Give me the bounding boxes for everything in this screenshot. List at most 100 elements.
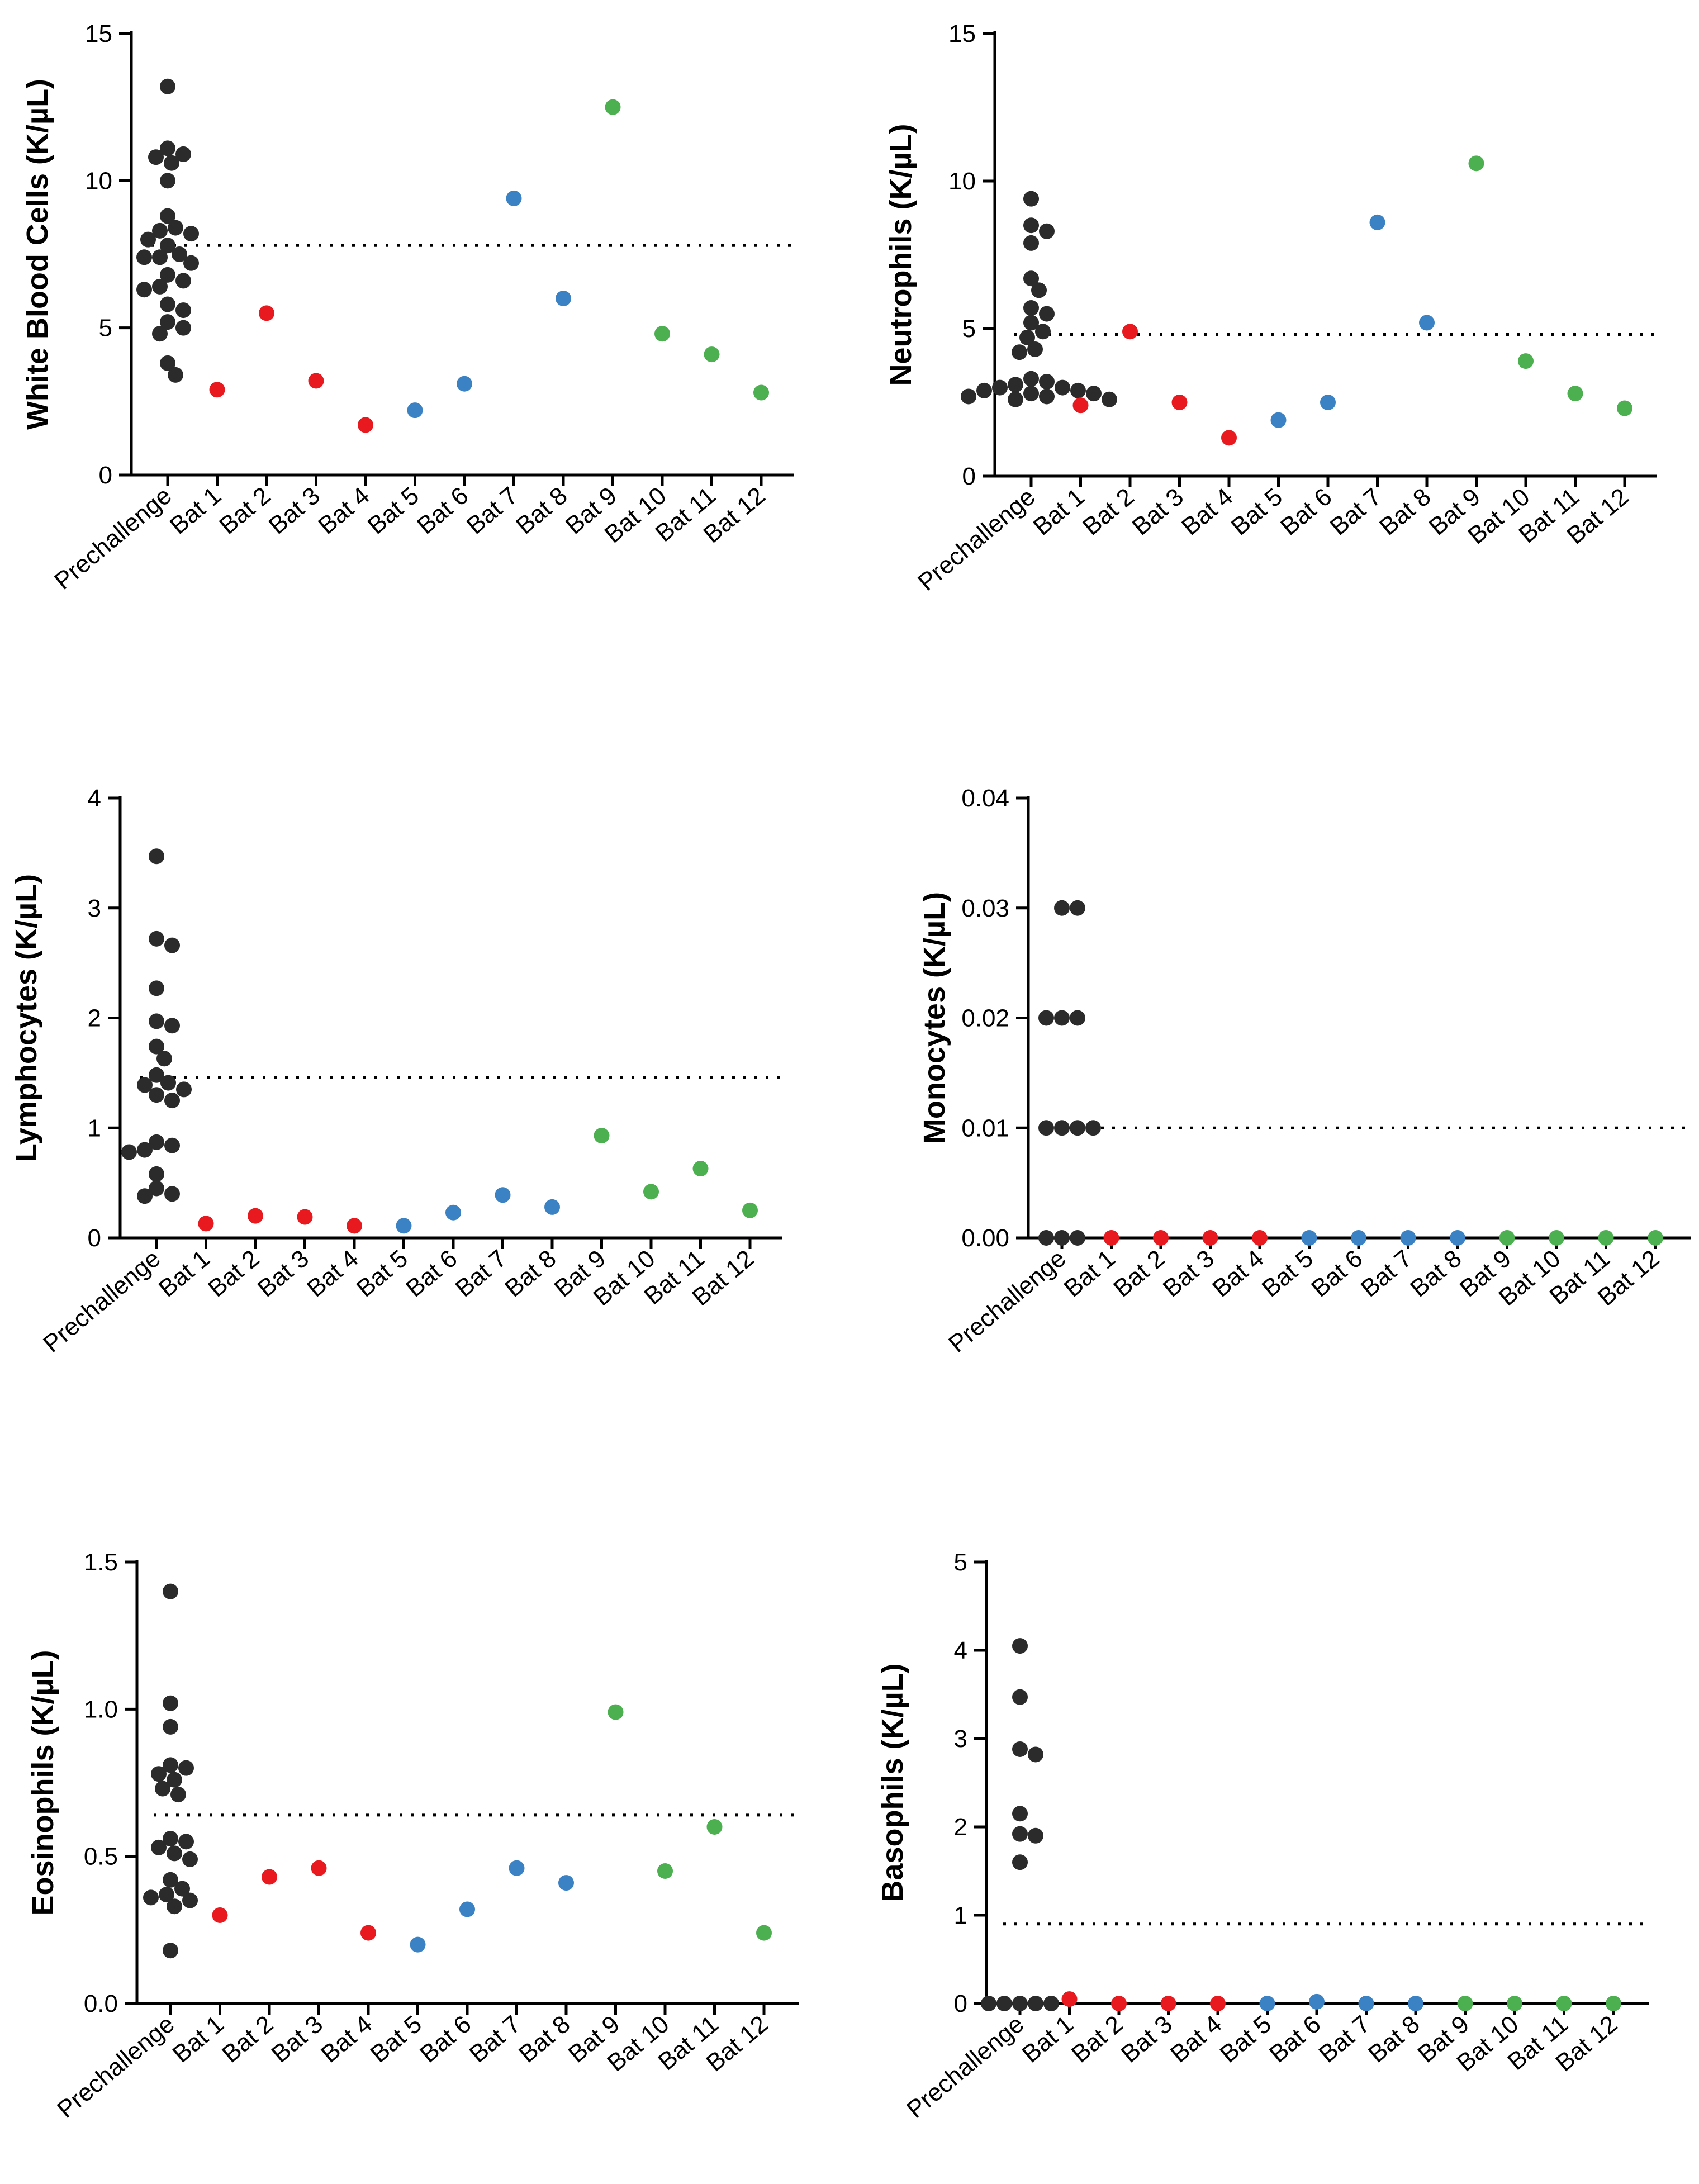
lymphocytes-bat-3-point	[297, 1209, 313, 1225]
eosinophils-prechallenge-point	[167, 1898, 182, 1915]
eosinophils-prechallenge-point	[182, 1892, 198, 1908]
neutrophils-category-label: Bat 1	[1028, 483, 1090, 541]
white-blood-cells-category-label: Bat 5	[363, 482, 424, 540]
neutrophils-bat-8-point	[1419, 315, 1435, 331]
basophils-prechallenge-point	[1012, 1996, 1028, 2011]
lymphocytes-prechallenge-point	[149, 1067, 164, 1083]
basophils-bat-3-point	[1160, 1996, 1176, 2011]
monocytes-category-label: Bat 4	[1207, 1245, 1269, 1303]
neutrophils-bat-3-point	[1171, 395, 1188, 410]
eosinophils-bat-6-point	[459, 1901, 475, 1917]
lymphocytes-bat-11-point	[692, 1161, 709, 1177]
lymphocytes-prechallenge-point	[160, 1075, 176, 1091]
eosinophils-prechallenge-point	[163, 1695, 178, 1711]
eosinophils-prechallenge-point	[170, 1787, 186, 1803]
lymphocytes-category-label: Bat 6	[401, 1245, 462, 1303]
eosinophils-category-label: Bat 2	[217, 2010, 278, 2068]
neutrophils-bat-12-point	[1617, 400, 1632, 416]
basophils-bat-1-point	[1061, 1991, 1078, 2007]
white-blood-cells-prechallenge-point	[160, 238, 175, 254]
basophils-y-tick-label: 2	[954, 1813, 967, 1841]
lymphocytes-category-label: Bat 1	[154, 1245, 215, 1303]
white-blood-cells-y-axis-title: White Blood Cells (K/µL)	[21, 79, 54, 430]
neutrophils-category-label: Bat 5	[1226, 483, 1288, 541]
monocytes-prechallenge-point	[1070, 1230, 1085, 1246]
lymphocytes-category-label: Bat 3	[253, 1245, 314, 1303]
eosinophils-bat-7-point	[509, 1860, 525, 1876]
monocytes-prechallenge-point	[1070, 1010, 1085, 1026]
neutrophils-prechallenge-point	[1070, 382, 1086, 398]
lymphocytes-prechallenge-point	[164, 1186, 180, 1202]
white-blood-cells-prechallenge-point	[160, 296, 175, 312]
lymphocytes-bat-5-point	[396, 1218, 412, 1234]
monocytes-y-tick-label: 0.00	[961, 1224, 1009, 1252]
white-blood-cells-prechallenge-point	[183, 226, 199, 242]
basophils-prechallenge-point	[981, 1996, 996, 2011]
eosinophils-prechallenge-point	[163, 1718, 178, 1735]
basophils-bat-11-point	[1556, 1996, 1572, 2011]
monocytes-bat-5-point	[1301, 1230, 1317, 1246]
lymphocytes-category-label: Bat 7	[450, 1245, 512, 1303]
monocytes-category-label: Bat 8	[1405, 1245, 1467, 1303]
monocytes-bat-10-point	[1549, 1230, 1564, 1246]
basophils-category-label: Bat 4	[1165, 2010, 1227, 2068]
basophils-bat-7-point	[1358, 1996, 1374, 2011]
basophils-prechallenge-point	[1012, 1741, 1028, 1757]
neutrophils-bat-6-point	[1320, 395, 1336, 410]
basophils-y-tick-label: 1	[954, 1902, 967, 1929]
monocytes-category-label: Bat 6	[1306, 1245, 1368, 1303]
white-blood-cells-bat-2-point	[259, 305, 274, 321]
eosinophils-y-tick-label: 1.0	[84, 1696, 118, 1723]
lymphocytes-prechallenge-point	[149, 930, 164, 947]
lymphocytes-category-label: Bat 4	[302, 1245, 363, 1303]
eosinophils-prechallenge-point	[151, 1766, 167, 1782]
basophils-category-label: Bat 7	[1314, 2010, 1375, 2068]
eosinophils-category-label: Bat 5	[366, 2010, 427, 2068]
neutrophils-bat-2-point	[1122, 324, 1138, 340]
lymphocytes-bat-7-point	[495, 1187, 511, 1203]
white-blood-cells-y-tick-label: 15	[85, 20, 112, 48]
white-blood-cells-prechallenge-point	[152, 326, 168, 342]
lymphocytes-y-tick-label: 1	[88, 1114, 101, 1142]
basophils-bat-4-point	[1210, 1996, 1226, 2011]
neutrophils-bat-11-point	[1567, 386, 1583, 402]
white-blood-cells-bat-5-point	[407, 402, 423, 419]
eosinophils-bat-8-point	[558, 1875, 574, 1891]
neutrophils-prechallenge-point	[1008, 391, 1023, 407]
neutrophils-prechallenge-point	[1023, 235, 1039, 251]
white-blood-cells-category-label: Bat 1	[165, 482, 226, 540]
lymphocytes-y-axis-title: Lymphocytes (K/µL)	[10, 874, 43, 1162]
neutrophils-prechallenge-point	[1023, 371, 1039, 387]
eosinophils-bat-9-point	[608, 1704, 624, 1720]
monocytes-bat-6-point	[1351, 1230, 1366, 1246]
neutrophils-category-label: Prechallenge	[913, 483, 1040, 596]
neutrophils-prechallenge-point	[1023, 191, 1039, 207]
lymphocytes-y-tick-label: 4	[88, 785, 101, 812]
white-blood-cells-prechallenge-point	[168, 220, 183, 236]
eosinophils-panel: 0.0 0.5 1.0 1.5 Eosinophils (K/µL) Prechallen…	[26, 1549, 799, 2124]
lymphocytes-prechallenge-point	[149, 1038, 164, 1055]
neutrophils-category-label: Bat 3	[1127, 483, 1189, 541]
monocytes-category-label: Bat 7	[1356, 1245, 1417, 1303]
lymphocytes-prechallenge-point	[137, 1142, 153, 1158]
basophils-prechallenge-point	[1012, 1854, 1028, 1870]
lymphocytes-prechallenge-point	[137, 1188, 153, 1204]
basophils-category-label: Prechallenge	[901, 2010, 1029, 2124]
white-blood-cells-prechallenge-point	[140, 231, 156, 248]
basophils-category-label: Bat 8	[1363, 2010, 1425, 2068]
white-blood-cells-prechallenge-point	[175, 302, 191, 319]
monocytes-y-tick-label: 0.01	[961, 1114, 1009, 1142]
neutrophils-bat-1-point	[1072, 397, 1089, 414]
white-blood-cells-y-tick-label: 10	[85, 167, 112, 194]
monocytes-prechallenge-point	[1038, 1010, 1054, 1026]
basophils-prechallenge-point	[1028, 1746, 1043, 1763]
neutrophils-prechallenge-point	[961, 388, 976, 405]
neutrophils-y-tick-label: 5	[962, 315, 976, 343]
eosinophils-category-label: Bat 6	[415, 2010, 476, 2068]
monocytes-panel: 0.00 0.01 0.02 0.03 0.04 Monocytes (K/µL) Prec…	[918, 785, 1691, 1358]
eosinophils-category-label: Bat 1	[168, 2010, 229, 2068]
neutrophils-prechallenge-point	[992, 379, 1008, 396]
lymphocytes-prechallenge-point	[149, 1087, 164, 1103]
